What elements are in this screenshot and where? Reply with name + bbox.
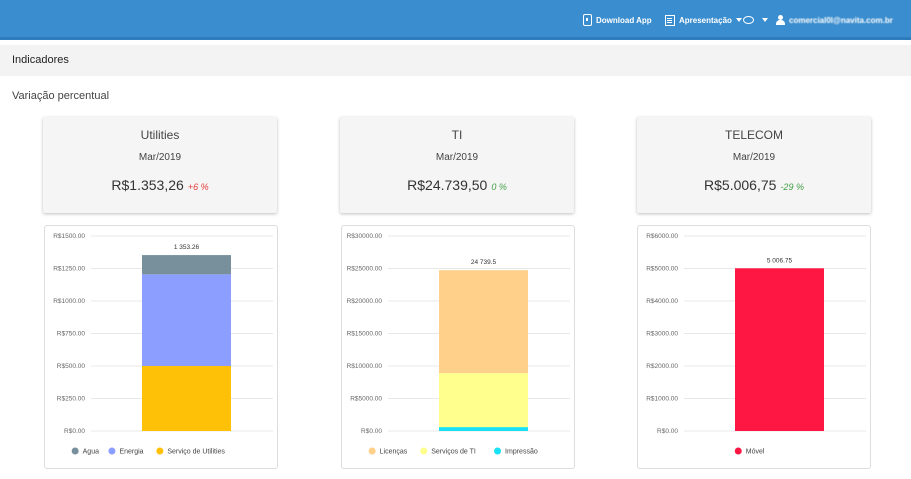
y-tick-label: R$1500.00: [53, 233, 85, 240]
kpi-period: Mar/2019: [732, 152, 776, 163]
bar-segment[interactable]: [142, 255, 231, 275]
y-tick-label: R$25000.00: [347, 266, 383, 273]
y-tick-label: R$0.00: [64, 428, 85, 435]
user-icon: [776, 15, 785, 25]
legend-marker[interactable]: [156, 447, 164, 455]
bar-total-label: 5 006.75: [767, 257, 793, 264]
y-tick-label: R$1000.00: [646, 396, 678, 403]
user-email: comercial0l@navita.com.br: [789, 15, 893, 25]
kpi-name: TI: [451, 128, 463, 142]
y-tick-label: R$0.00: [361, 428, 382, 435]
chart-utilities: R$0.00 R$250.00 R$500.00 R$750.00 R$1000.00 R…: [53, 233, 273, 456]
kpi-value: R$24.739,50: [407, 177, 488, 193]
kpi-period: Mar/2019: [138, 152, 182, 163]
bar-segment[interactable]: [439, 270, 528, 374]
kpi-name: TELECOM: [724, 128, 783, 142]
y-tick-label: R$4000.00: [646, 298, 678, 305]
user-menu[interactable]: comercial0l@navita.com.br: [776, 12, 893, 28]
chart-card-utilities: R$0.00 R$250.00 R$500.00 R$750.00 R$1000.00 R…: [44, 225, 278, 469]
bar-segment[interactable]: [142, 274, 231, 366]
legend-label[interactable]: Licenças: [380, 449, 408, 456]
legend-marker[interactable]: [420, 447, 428, 455]
y-tick-label: R$1000.00: [53, 298, 85, 305]
legend-label[interactable]: Serviço de Utilities: [167, 449, 225, 456]
legend-label[interactable]: Agua: [83, 449, 99, 456]
kpi-card-telecom[interactable]: TELECOM Mar/2019 R$5.006,75 -29 %: [637, 117, 871, 213]
presentation-menu[interactable]: Apresentação: [665, 12, 742, 28]
presentation-label: Apresentação: [679, 15, 732, 25]
bar-total-label: 1 353.26: [174, 244, 200, 251]
y-tick-label: R$750.00: [57, 331, 86, 338]
y-tick-label: R$250.00: [57, 396, 86, 403]
legend-label[interactable]: Móvel: [746, 449, 765, 456]
legend-label[interactable]: Energia: [119, 449, 143, 456]
bar-total-label: 24 739.5: [471, 259, 497, 266]
y-tick-label: R$1250.00: [53, 266, 85, 273]
download-app-icon: [583, 14, 592, 26]
kpi-change: -29 %: [780, 182, 804, 192]
chart-card-ti: R$0.00 R$5000.00 R$10000.00 R$15000.00 R$200…: [341, 225, 575, 469]
kpi-name: Utilities: [140, 128, 180, 142]
legend-marker[interactable]: [734, 447, 742, 455]
section-header: Indicadores: [0, 45, 911, 76]
y-tick-label: R$2000.00: [646, 363, 678, 370]
chat-menu[interactable]: [743, 12, 768, 28]
y-tick-label: R$500.00: [57, 363, 86, 370]
y-tick-label: R$15000.00: [347, 331, 383, 338]
kpi-value: R$1.353,26: [111, 177, 184, 193]
kpi-change: 0 %: [491, 182, 507, 192]
top-bar: Download App Apresentação comercial0l@na…: [0, 0, 911, 40]
bar-segment[interactable]: [735, 268, 824, 431]
download-app-label: Download App: [596, 15, 652, 25]
kpi-period: Mar/2019: [435, 152, 479, 163]
y-tick-label: R$10000.00: [347, 363, 383, 370]
bar-segment[interactable]: [439, 373, 528, 428]
legend-label[interactable]: Serviços de TI: [431, 449, 476, 456]
bar-segment[interactable]: [142, 366, 231, 431]
legend-marker[interactable]: [71, 447, 79, 455]
legend-label[interactable]: Impressão: [505, 449, 538, 456]
bar-segment[interactable]: [439, 427, 528, 431]
y-tick-label: R$6000.00: [646, 233, 678, 240]
kpi-change: +6 %: [187, 182, 209, 192]
download-app-button[interactable]: Download App: [583, 12, 652, 28]
y-tick-label: R$30000.00: [347, 233, 383, 240]
page-subtitle: Variação percentual: [12, 90, 110, 102]
legend-marker[interactable]: [108, 447, 116, 455]
presentation-icon: [665, 14, 675, 26]
y-tick-label: R$5000.00: [350, 396, 382, 403]
y-tick-label: R$20000.00: [347, 298, 383, 305]
y-tick-label: R$0.00: [657, 428, 678, 435]
legend-marker[interactable]: [494, 447, 502, 455]
kpi-card-utilities[interactable]: Utilities Mar/2019 R$1.353,26 +6 %: [43, 117, 277, 213]
y-tick-label: R$5000.00: [646, 266, 678, 273]
chevron-down-icon: [735, 18, 742, 22]
section-title: Indicadores: [12, 54, 69, 66]
kpi-value: R$5.006,75: [704, 177, 777, 193]
chart-card-telecom: R$0.00 R$1000.00 R$2000.00 R$3000.00 R$4000.…: [637, 225, 871, 469]
chart-ti: R$0.00 R$5000.00 R$10000.00 R$15000.00 R$200…: [347, 233, 570, 456]
kpi-card-ti[interactable]: TI Mar/2019 R$24.739,50 0 %: [340, 117, 574, 213]
legend-marker[interactable]: [368, 447, 376, 455]
chart-telecom: R$0.00 R$1000.00 R$2000.00 R$3000.00 R$4000.…: [646, 233, 866, 456]
chat-icon: [743, 16, 754, 24]
y-tick-label: R$3000.00: [646, 331, 678, 338]
chevron-down-icon: [762, 18, 768, 22]
